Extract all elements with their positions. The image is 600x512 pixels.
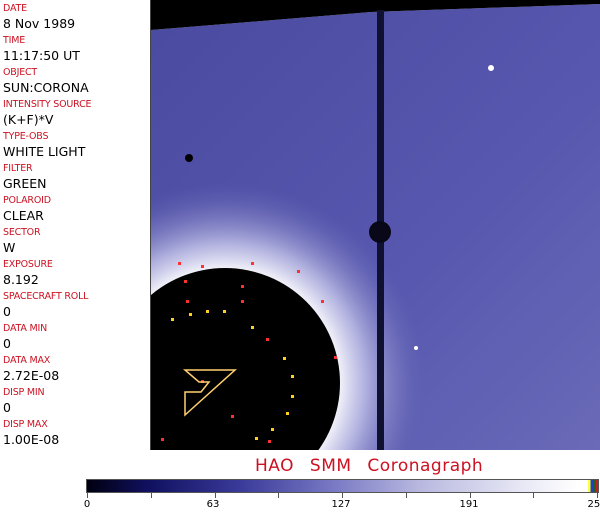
region-marker: [182, 369, 237, 417]
colorbar-tick: [533, 493, 535, 498]
field-value: W: [3, 240, 16, 255]
colorbar: [86, 479, 599, 493]
field-label: DATA MIN: [3, 323, 47, 334]
colorbar-tick: [87, 493, 88, 498]
field-label: SPACECRAFT ROLL: [3, 291, 89, 302]
colorbar-tick-label: 191: [459, 499, 479, 510]
field-label: SECTOR: [3, 227, 41, 238]
field-value: GREEN: [3, 176, 47, 191]
colorbar-tick: [214, 493, 216, 498]
field-label: DATA MAX: [3, 355, 51, 366]
field-label: DISP MIN: [3, 387, 45, 398]
coronagraph-image: [110, 0, 600, 498]
field-value: 0: [3, 400, 11, 415]
occulting-disk: [110, 268, 340, 498]
field-value: 1.00E-08: [3, 432, 60, 447]
field-value: 0: [3, 336, 11, 351]
field-label: INTENSITY SOURCE: [3, 99, 92, 110]
field-value: 2.72E-08: [3, 368, 60, 383]
colorbar-tick-label: 255: [587, 499, 600, 510]
field-value: 0: [3, 304, 11, 319]
field-label: TYPE-OBS: [3, 131, 49, 142]
field-value: 8.192: [3, 272, 39, 287]
colorbar-tick: [342, 493, 343, 498]
field-value: WHITE LIGHT: [3, 144, 86, 159]
colorbar-tick: [405, 493, 407, 498]
field-label: TIME: [3, 35, 26, 46]
colorbar-tick-label: 63: [206, 499, 220, 510]
colorbar-tick: [150, 493, 152, 498]
field-label: EXPOSURE: [3, 259, 53, 270]
colorbar-tick: [597, 493, 598, 498]
field-label: FILTER: [3, 163, 33, 174]
field-value: CLEAR: [3, 208, 44, 223]
instrument-title: HAO SMM Coronagraph: [255, 456, 484, 476]
field-label: OBJECT: [3, 67, 38, 78]
field-value: SUN:CORONA: [3, 80, 89, 95]
heliographic-grid-dots: [161, 262, 337, 443]
field-label: DATE: [3, 3, 27, 14]
colorbar-tick-label: 127: [331, 499, 351, 510]
field-value: 8 Nov 1989: [3, 16, 76, 31]
colorbar-tick: [278, 493, 280, 498]
field-value: (K+F)*V: [3, 112, 54, 127]
field-value: 11:17:50 UT: [3, 48, 80, 63]
colorbar-annotation-colors: [588, 480, 598, 492]
metadata-panel: [0, 0, 151, 450]
colorbar-tick-label: 0: [83, 499, 91, 510]
field-label: POLAROID: [3, 195, 51, 206]
field-label: DISP MAX: [3, 419, 48, 430]
colorbar-tick: [469, 493, 471, 498]
pylon-mount: [369, 221, 391, 243]
